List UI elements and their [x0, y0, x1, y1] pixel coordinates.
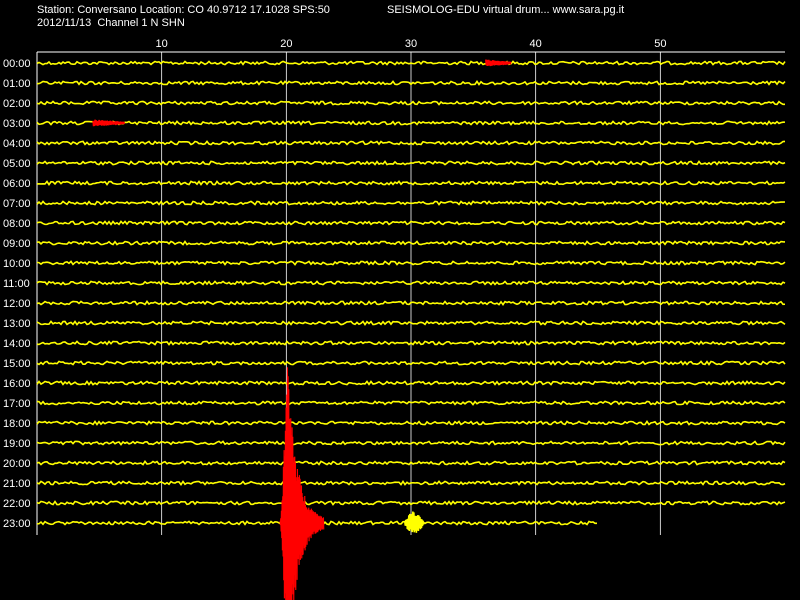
grid-lines — [36, 51, 785, 535]
row-label-03:00: 03:00 — [3, 118, 31, 130]
row-label-10:00: 10:00 — [3, 258, 31, 270]
trace-row-02:00 — [36, 100, 786, 106]
row-label-20:00: 20:00 — [3, 458, 31, 470]
station-info: Station: Conversano Location: CO 40.9712… — [37, 4, 330, 16]
row-label-08:00: 08:00 — [3, 218, 31, 230]
trace-row-05:00 — [36, 160, 786, 166]
row-label-18:00: 18:00 — [3, 418, 31, 430]
trace-row-15:00 — [36, 360, 786, 366]
row-label-22:00: 22:00 — [3, 498, 31, 510]
row-label-17:00: 17:00 — [3, 398, 31, 410]
trace-lines — [36, 60, 786, 526]
row-label-14:00: 14:00 — [3, 338, 31, 350]
x-tick-label: 30 — [405, 38, 417, 50]
row-label-11:00: 11:00 — [3, 278, 30, 290]
row-label-02:00: 02:00 — [3, 98, 31, 110]
trace-row-16:00 — [36, 380, 786, 386]
trace-row-19:00 — [36, 440, 786, 446]
trace-row-01:00 — [36, 80, 786, 86]
x-tick-labels: 10 20 30 40 50 — [156, 38, 667, 50]
row-label-00:00: 00:00 — [3, 58, 31, 70]
row-label-15:00: 15:00 — [3, 358, 31, 370]
trace-row-07:00 — [36, 200, 786, 206]
x-tick-label: 10 — [156, 38, 168, 50]
row-label-06:00: 06:00 — [3, 178, 31, 190]
trace-row-04:00 — [36, 140, 786, 146]
trace-row-08:00 — [36, 220, 786, 226]
row-label-09:00: 09:00 — [3, 238, 31, 250]
trace-row-06:00 — [36, 180, 786, 186]
trace-row-09:00 — [36, 240, 786, 246]
date-channel-info: 2012/11/13 Channel 1 N SHN — [37, 17, 185, 29]
trace-row-10:00 — [36, 260, 786, 266]
x-tick-label: 40 — [530, 38, 542, 50]
row-label-13:00: 13:00 — [3, 318, 31, 330]
trace-row-11:00 — [36, 280, 786, 286]
event-marker-2300-2 — [279, 367, 325, 600]
row-label-01:00: 01:00 — [3, 78, 31, 90]
trace-row-21:00 — [36, 480, 786, 486]
row-label-23:00: 23:00 — [3, 518, 31, 530]
row-label-04:00: 04:00 — [3, 138, 31, 150]
row-label-21:00: 21:00 — [3, 478, 31, 490]
event-marker-0300-1 — [92, 119, 126, 127]
trace-row-22:00 — [36, 500, 786, 506]
trace-row-00:00 — [36, 60, 786, 66]
row-label-12:00: 12:00 — [3, 298, 31, 310]
x-tick-label: 20 — [280, 38, 292, 50]
x-tick-label: 50 — [654, 38, 666, 50]
trace-row-12:00 — [36, 300, 786, 306]
row-label-05:00: 05:00 — [3, 158, 31, 170]
trace-row-20:00 — [36, 460, 786, 466]
row-label-07:00: 07:00 — [3, 198, 31, 210]
trace-row-18:00 — [36, 420, 786, 426]
row-label-16:00: 16:00 — [3, 378, 31, 390]
row-time-labels: 00:00 01:00 02:00 03:00 04:00 05:00 06:00 07:00… — [3, 58, 31, 530]
app-title: SEISMOLOG-EDU virtual drum... www.sara.p… — [387, 4, 625, 16]
event-marker-2300-3 — [403, 511, 425, 533]
event-markers — [92, 59, 512, 600]
trace-row-13:00 — [36, 320, 786, 326]
trace-row-03:00 — [36, 120, 786, 126]
trace-row-17:00 — [36, 400, 786, 406]
row-label-19:00: 19:00 — [3, 438, 31, 450]
trace-row-14:00 — [36, 340, 786, 346]
event-marker-0000-0 — [485, 59, 512, 67]
